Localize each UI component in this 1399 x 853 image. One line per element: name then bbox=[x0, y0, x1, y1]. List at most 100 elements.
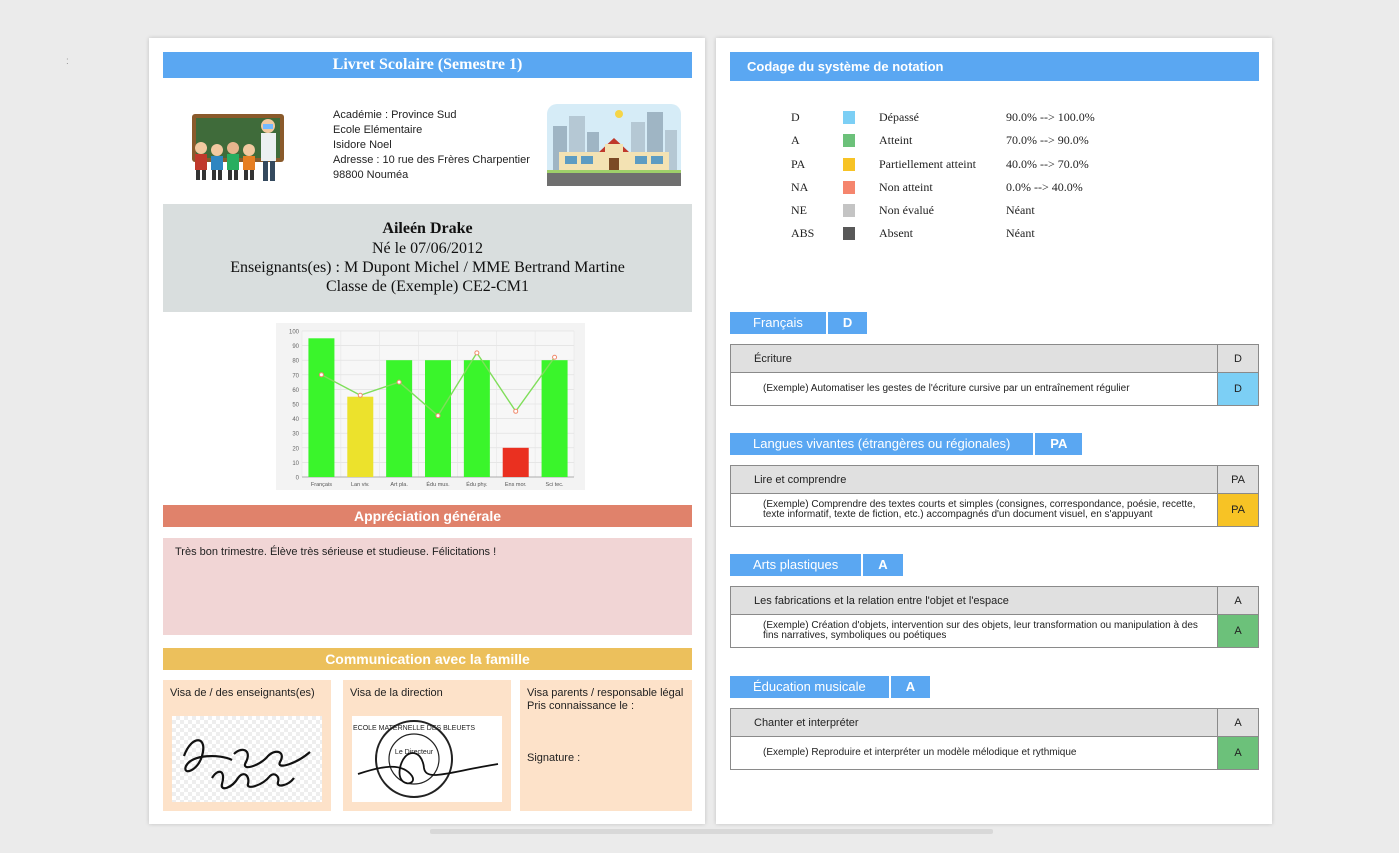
domain-row: Chanter et interpréter A bbox=[731, 709, 1258, 737]
visa-teachers-label: Visa de / des enseignants(es) bbox=[170, 687, 315, 699]
chart-x-tick-label: Art pla. bbox=[390, 482, 408, 488]
legend-swatch bbox=[843, 157, 855, 171]
domain-label: Lire et comprendre bbox=[731, 466, 1218, 493]
subject-name: Langues vivantes (étrangères ou régional… bbox=[730, 433, 1034, 455]
competency-grade: D bbox=[1218, 373, 1258, 405]
competency-grade: A bbox=[1218, 615, 1258, 647]
subject-name: Éducation musicale bbox=[730, 676, 889, 698]
chart-bar bbox=[308, 338, 335, 477]
subject-table-langues: Lire et comprendre PA (Exemple) Comprend… bbox=[730, 465, 1259, 527]
chart-x-tick-label: Édu mus. bbox=[426, 481, 450, 488]
grading-legend-title: Codage du système de notation bbox=[730, 52, 1259, 81]
legend-swatch bbox=[843, 111, 855, 124]
chart-y-tick-label: 0 bbox=[296, 476, 300, 482]
visa-direction-box: Visa de la direction ECOLE MATERNELLE DE… bbox=[343, 680, 511, 811]
subject-grade: A bbox=[863, 554, 903, 576]
chart-bar bbox=[386, 360, 413, 477]
visa-direction-label: Visa de la direction bbox=[350, 687, 443, 699]
legend-swatch bbox=[843, 227, 855, 241]
subject-table-francais: Écriture D (Exemple) Automatiser les ges… bbox=[730, 344, 1259, 406]
domain-grade: PA bbox=[1231, 474, 1245, 486]
subject-grade: A bbox=[890, 676, 931, 698]
legend-range: Néant bbox=[1006, 226, 1035, 241]
chart-bar bbox=[463, 360, 490, 477]
school-address: Adresse : 10 rue des Frères Charpentier bbox=[333, 154, 530, 166]
school-stamp: ECOLE MATERNELLE DES BLEUETS Le Directeu… bbox=[352, 716, 502, 802]
competency-label: (Exemple) Reproduire et interpréter un m… bbox=[731, 737, 1218, 769]
competency-label: (Exemple) Automatiser les gestes de l'éc… bbox=[731, 373, 1218, 405]
chart-x-tick-label: Français bbox=[311, 482, 332, 488]
legend-code: A bbox=[791, 133, 800, 148]
chart-x-tick-label: Lan viv. bbox=[351, 482, 370, 488]
competency-row: (Exemple) Création d'objets, interventio… bbox=[731, 615, 1258, 647]
chart-x-tick-label: Sci tec. bbox=[546, 482, 565, 488]
chart-y-tick-label: 100 bbox=[289, 330, 300, 336]
subject-tab-musique: Éducation musicale A bbox=[730, 676, 931, 698]
competency-row: (Exemple) Automatiser les gestes de l'éc… bbox=[731, 373, 1258, 405]
domain-row: Écriture D bbox=[731, 345, 1258, 373]
appreciation-title: Appréciation générale bbox=[163, 505, 692, 527]
domain-label: Chanter et interpréter bbox=[731, 709, 1218, 736]
legend-code: PA bbox=[791, 156, 806, 171]
subject-table-musique: Chanter et interpréter A (Exemple) Repro… bbox=[730, 708, 1259, 770]
student-teachers: Enseignants(es) : M Dupont Michel / MME … bbox=[230, 259, 625, 276]
legend-range: Néant bbox=[1006, 203, 1035, 218]
chart-y-tick-label: 20 bbox=[292, 446, 299, 452]
legend-swatch bbox=[843, 204, 855, 218]
results-chart-svg: 0 10 20 30 40 50 60 70 80 90 100 Français Lan viv. Ar… bbox=[289, 330, 575, 488]
chart-bar bbox=[541, 360, 568, 477]
school-city: 98800 Nouméa bbox=[333, 169, 409, 181]
legend-range: 90.0% --> 100.0% bbox=[1006, 110, 1095, 124]
legend-label: Non évalué bbox=[879, 203, 934, 218]
competency-grade: PA bbox=[1218, 494, 1258, 526]
stamp-lettering: ECOLE MATERNELLE DES BLEUETS bbox=[353, 725, 475, 732]
student-info: Aileén Drake Né le 07/06/2012 Enseignant… bbox=[163, 204, 692, 312]
horizontal-scrollbar[interactable] bbox=[430, 829, 993, 834]
legend-range: 70.0% --> 90.0% bbox=[1006, 133, 1089, 148]
domain-label: Les fabrications et la relation entre l'… bbox=[731, 587, 1218, 614]
competency-label: (Exemple) Création d'objets, interventio… bbox=[731, 615, 1218, 647]
chart-line-point bbox=[552, 354, 558, 360]
chart-line-point bbox=[435, 413, 441, 419]
legend-label: Partiellement atteint bbox=[879, 156, 976, 171]
subject-tab-langues: Langues vivantes (étrangères ou régional… bbox=[730, 433, 1083, 455]
student-class: Classe de (Exemple) CE2-CM1 bbox=[325, 278, 530, 295]
academy: Académie : Province Sud bbox=[333, 109, 457, 121]
subject-grade: PA bbox=[1035, 433, 1083, 455]
legend-label: Non atteint bbox=[879, 179, 933, 194]
competency-grade: A bbox=[1218, 737, 1258, 769]
competency-row: (Exemple) Reproduire et interpréter un m… bbox=[731, 737, 1258, 769]
student-birth: Né le 07/06/2012 bbox=[371, 240, 484, 257]
report-page-right: Codage du système de notation D Dépassé … bbox=[716, 38, 1272, 824]
subject-name: Arts plastiques bbox=[730, 554, 862, 576]
chart-y-tick-label: 60 bbox=[292, 388, 299, 394]
legend-code: D bbox=[791, 110, 800, 124]
subject-grade: D bbox=[827, 312, 868, 334]
acknowledged-label: Pris connaissance le : bbox=[527, 700, 634, 712]
report-page-left: Livret Scolaire (Semestre 1) Académie : … bbox=[149, 38, 705, 824]
domain-label: Écriture bbox=[731, 345, 1218, 372]
chart-y-tick-label: 10 bbox=[292, 461, 299, 467]
legend-code: NA bbox=[791, 179, 809, 194]
domain-row: Lire et comprendre PA bbox=[731, 466, 1258, 494]
stray-mark: : bbox=[66, 56, 69, 67]
legend-swatch bbox=[843, 134, 855, 148]
signature-label: Signature : bbox=[527, 752, 581, 764]
results-chart: 0 10 20 30 40 50 60 70 80 90 100 Français Lan viv. Ar… bbox=[276, 323, 585, 490]
legend-label: Atteint bbox=[879, 133, 913, 148]
school-info: Académie : Province Sud Ecole Elémentair… bbox=[333, 108, 530, 183]
chart-y-tick-label: 50 bbox=[292, 403, 299, 409]
chart-y-tick-label: 80 bbox=[292, 359, 299, 365]
chart-bar bbox=[347, 396, 374, 477]
student-name: Aileén Drake bbox=[382, 220, 473, 237]
signature-lettering: Leonardo da Vinci bbox=[243, 799, 252, 801]
subject-tab-arts: Arts plastiques A bbox=[730, 554, 903, 576]
chart-line-point bbox=[513, 408, 519, 414]
domain-grade: A bbox=[1234, 717, 1242, 729]
subject-tab-francais: Français D bbox=[730, 312, 868, 334]
subject-table-arts: Les fabrications et la relation entre l'… bbox=[730, 586, 1259, 648]
competency-label: (Exemple) Comprendre des textes courts e… bbox=[731, 494, 1218, 526]
report-title: Livret Scolaire (Semestre 1) bbox=[163, 52, 692, 78]
chart-y-tick-label: 40 bbox=[292, 417, 299, 423]
legend-range: 40.0% --> 70.0% bbox=[1006, 156, 1089, 171]
